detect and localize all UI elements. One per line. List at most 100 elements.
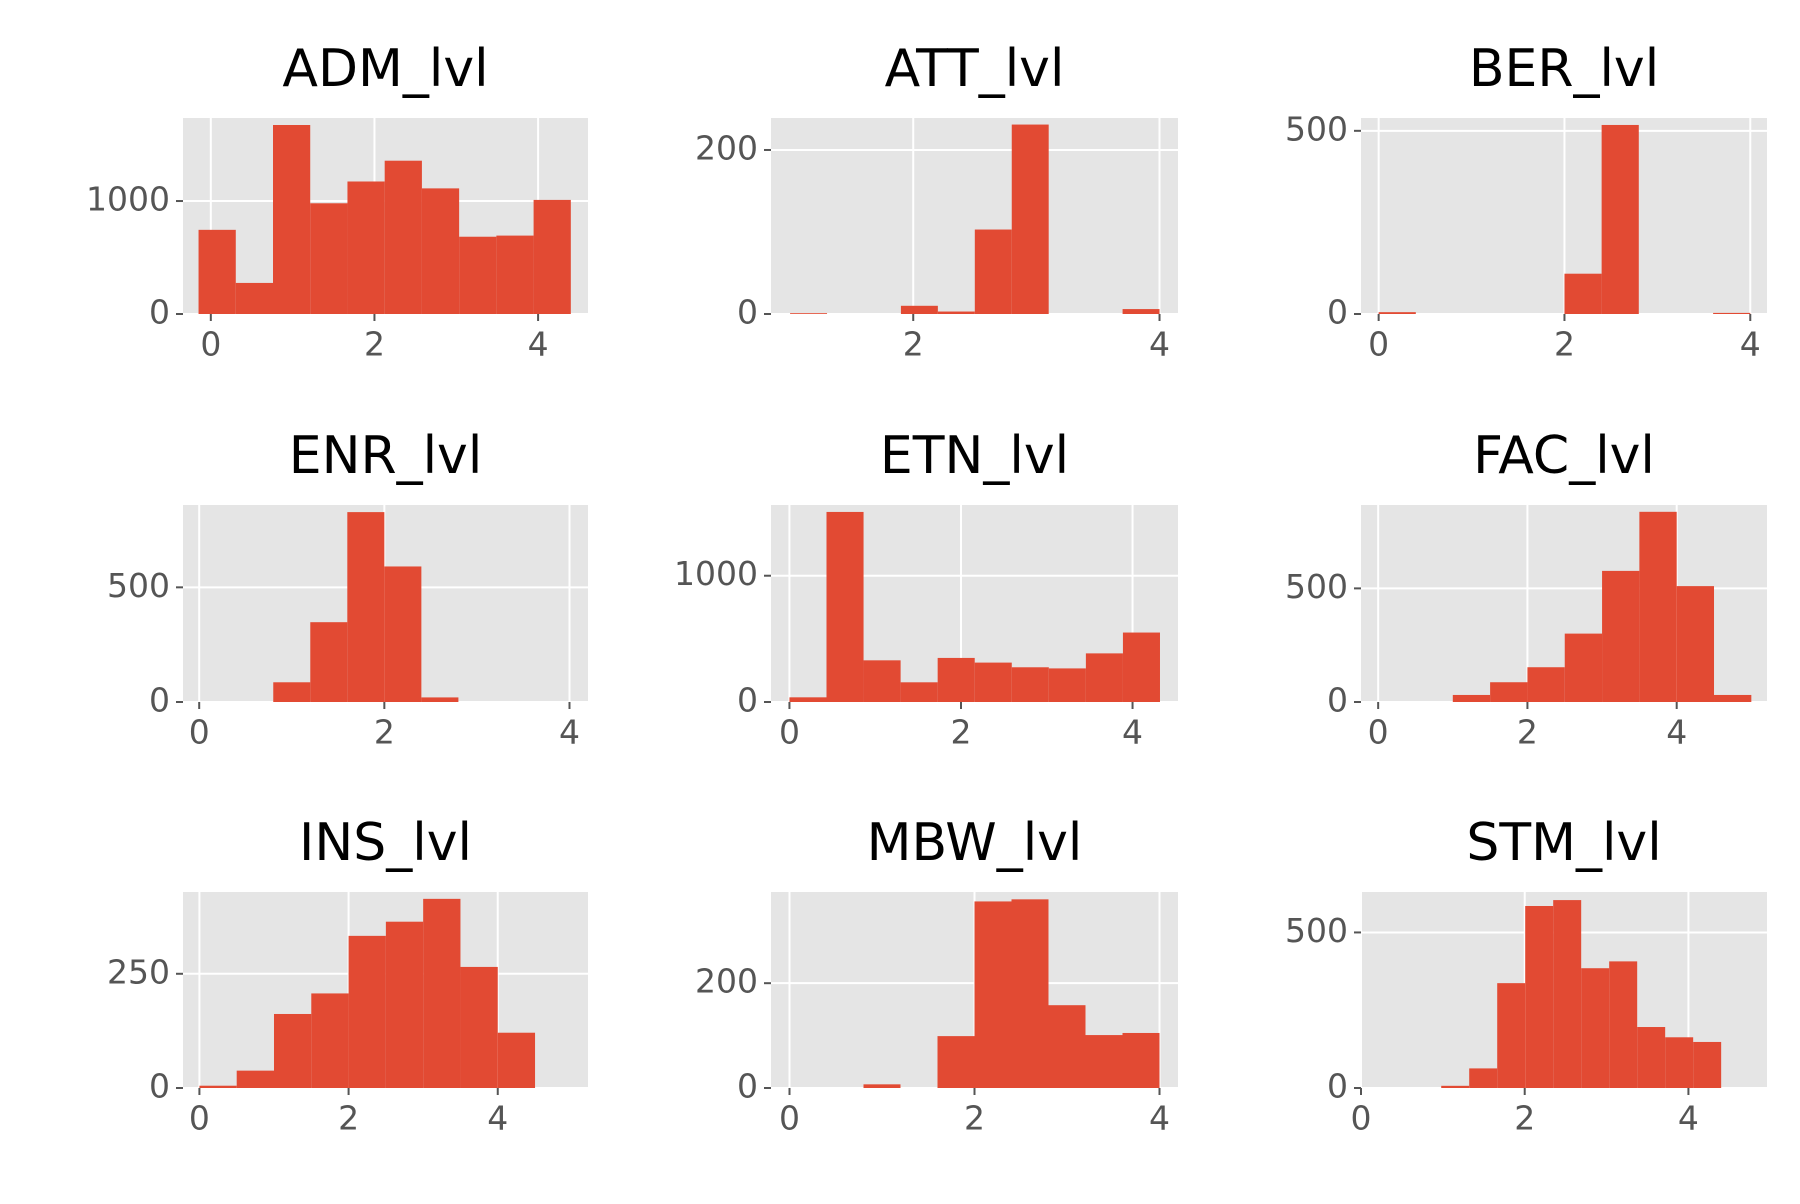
bar bbox=[1602, 570, 1640, 702]
x-tick-label: 2 bbox=[364, 325, 385, 364]
chart-title: STM_lvl bbox=[1466, 813, 1661, 873]
bar bbox=[1085, 1035, 1123, 1088]
x-tick-label: 0 bbox=[779, 1099, 800, 1138]
x-tick-label: 4 bbox=[1678, 1099, 1699, 1138]
bar bbox=[459, 236, 497, 314]
y-tick-label: 0 bbox=[149, 1067, 170, 1106]
x-tick-label: 0 bbox=[189, 713, 210, 752]
x-tick-label: 4 bbox=[1149, 325, 1170, 364]
bar bbox=[1378, 312, 1416, 314]
bar bbox=[1609, 961, 1638, 1088]
y-tick-label: 0 bbox=[149, 681, 170, 720]
subplot: 0 2 4 0 250 INS_lvl bbox=[107, 813, 588, 1138]
bar bbox=[937, 311, 975, 314]
plot-background bbox=[771, 118, 1178, 314]
bar bbox=[789, 697, 827, 702]
y-tick-label: 1000 bbox=[86, 180, 170, 219]
bar bbox=[1490, 682, 1528, 702]
x-tick-label: 2 bbox=[1554, 325, 1575, 364]
bar bbox=[1639, 511, 1677, 702]
x-tick-label: 2 bbox=[338, 1099, 359, 1138]
x-tick-label: 4 bbox=[528, 325, 549, 364]
bar bbox=[1553, 900, 1582, 1088]
y-tick-label: 250 bbox=[107, 952, 170, 991]
bar bbox=[900, 305, 938, 314]
y-tick-label: 1000 bbox=[674, 554, 758, 593]
x-tick-label: 4 bbox=[1122, 713, 1143, 752]
bar bbox=[273, 125, 311, 315]
y-tick-label: 500 bbox=[1285, 109, 1348, 148]
y-tick-label: 0 bbox=[737, 1067, 758, 1106]
x-tick-label: 0 bbox=[1351, 1099, 1372, 1138]
bar bbox=[198, 229, 236, 314]
subplot: 0 2 4 0 500 BER_lvl bbox=[1285, 39, 1767, 364]
bar bbox=[497, 1032, 536, 1088]
bar bbox=[273, 682, 311, 702]
bar bbox=[348, 935, 386, 1088]
bar bbox=[1441, 1085, 1470, 1088]
y-tick-label: 200 bbox=[695, 962, 758, 1001]
bar bbox=[347, 512, 385, 702]
x-tick-label: 2 bbox=[1517, 713, 1538, 752]
bar bbox=[1676, 586, 1715, 702]
bar bbox=[790, 313, 828, 314]
bar bbox=[1714, 694, 1752, 702]
bar bbox=[826, 511, 864, 702]
chart-title: INS_lvl bbox=[299, 813, 472, 873]
x-tick-label: 2 bbox=[903, 325, 924, 364]
bar bbox=[385, 921, 424, 1088]
bar bbox=[235, 282, 273, 314]
y-tick-label: 200 bbox=[695, 128, 758, 167]
chart-title: FAC_lvl bbox=[1473, 426, 1655, 486]
bar bbox=[236, 1070, 274, 1088]
subplot: 0 2 4 0 1000 ADM_lvl bbox=[86, 39, 588, 364]
y-tick-label: 500 bbox=[1285, 567, 1348, 606]
x-tick-label: 4 bbox=[1666, 713, 1687, 752]
bar bbox=[1601, 124, 1639, 314]
subplot: 0 2 4 0 200 MBW_lvl bbox=[695, 813, 1178, 1138]
bar bbox=[1497, 983, 1526, 1088]
bar bbox=[974, 901, 1012, 1088]
x-tick-label: 4 bbox=[487, 1099, 508, 1138]
chart-title: MBW_lvl bbox=[867, 813, 1083, 873]
x-tick-label: 4 bbox=[1149, 1099, 1170, 1138]
bar bbox=[1048, 668, 1086, 702]
x-tick-label: 2 bbox=[1514, 1099, 1535, 1138]
chart-title: ATT_lvl bbox=[885, 39, 1065, 99]
bar bbox=[533, 199, 571, 314]
bar bbox=[974, 662, 1012, 702]
y-tick-label: 0 bbox=[737, 293, 758, 332]
y-tick-label: 500 bbox=[1285, 911, 1348, 950]
bar bbox=[273, 1013, 312, 1088]
x-tick-label: 0 bbox=[1368, 325, 1389, 364]
y-tick-label: 0 bbox=[1327, 1067, 1348, 1106]
bar bbox=[863, 1084, 901, 1088]
bar bbox=[937, 1036, 975, 1088]
x-tick-label: 0 bbox=[200, 325, 221, 364]
bar bbox=[421, 697, 459, 702]
y-tick-label: 0 bbox=[737, 681, 758, 720]
bar bbox=[1525, 906, 1554, 1088]
subplot: 0 2 4 0 500 STM_lvl bbox=[1285, 813, 1767, 1138]
subplot: 0 2 4 0 500 ENR_lvl bbox=[107, 426, 588, 752]
chart-title: ETN_lvl bbox=[880, 426, 1069, 486]
bar bbox=[1048, 1005, 1086, 1088]
bar bbox=[347, 181, 385, 314]
bar bbox=[310, 203, 348, 314]
x-tick-label: 2 bbox=[964, 1099, 985, 1138]
bar bbox=[1011, 667, 1049, 702]
y-tick-label: 0 bbox=[1327, 293, 1348, 332]
bar bbox=[900, 682, 938, 702]
bar bbox=[1527, 667, 1565, 702]
bar bbox=[199, 1085, 237, 1088]
y-tick-label: 0 bbox=[1327, 681, 1348, 720]
bar bbox=[1665, 1037, 1694, 1088]
x-tick-label: 2 bbox=[374, 713, 395, 752]
x-tick-label: 2 bbox=[950, 713, 971, 752]
x-tick-label: 0 bbox=[779, 713, 800, 752]
bar bbox=[1011, 899, 1049, 1088]
x-tick-label: 0 bbox=[1368, 713, 1389, 752]
bar bbox=[1085, 653, 1123, 702]
